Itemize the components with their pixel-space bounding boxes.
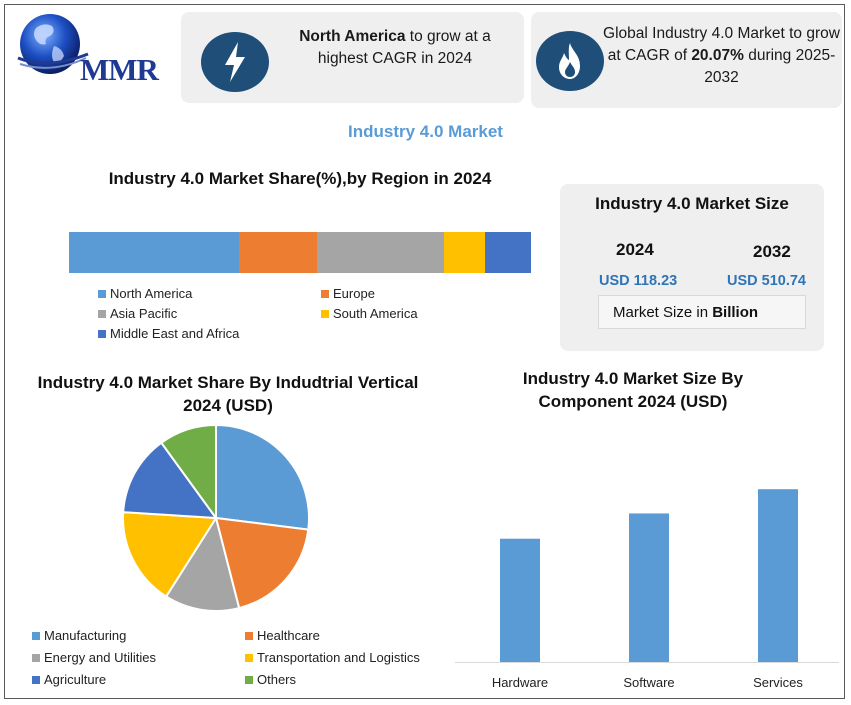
pie-slice-manufacturing <box>215 423 310 531</box>
legend-swatch <box>245 676 253 684</box>
stack-segment-middle-east-and-africa <box>484 232 531 273</box>
x-tick-label-hardware: Hardware <box>492 675 548 690</box>
pie-slice-energy-and-utilities <box>164 515 241 612</box>
unit-note-text: Market Size in Billion <box>613 304 758 321</box>
highlight-card-cagr: Global Industry 4.0 Market to grow at CA… <box>531 12 842 108</box>
legend-label: North America <box>110 286 193 301</box>
stack-segment-europe <box>239 232 318 273</box>
highlight-region-rest: to grow at a highest CAGR in 2024 <box>317 28 491 67</box>
badge-circle <box>536 31 604 91</box>
highlight-cagr-value: 20.07% <box>691 47 744 64</box>
pie-slice-agriculture <box>122 441 219 520</box>
lightning-bolt-icon <box>225 42 245 82</box>
highlight-cagr-lead: Global Industry 4.0 Market to grow at CA… <box>603 25 840 64</box>
badge-circle <box>201 32 269 92</box>
legend-swatch <box>32 676 40 684</box>
stack-segment-asia-pacific <box>317 232 444 273</box>
legend-swatch <box>321 290 329 298</box>
highlight-text-region: North America to grow at a highest CAGR … <box>283 26 507 70</box>
legend-label: Energy and Utilities <box>44 650 156 665</box>
unit-note: Market Size in Billion <box>598 295 806 329</box>
legend-label: Transportation and Logistics <box>257 650 420 665</box>
legend-label: Manufacturing <box>44 628 127 643</box>
highlight-cagr-tail: during 2025-2032 <box>704 47 836 86</box>
legend-label: Others <box>257 672 297 687</box>
legend-label: Europe <box>333 286 375 301</box>
pie-slice-healthcare <box>214 516 310 610</box>
vertical-chart-title: Industry 4.0 Market Share By Indudtrial … <box>37 373 419 415</box>
globe-icon <box>17 14 89 74</box>
flame-icon <box>559 43 580 79</box>
year-2032-label: 2032 <box>753 242 791 261</box>
legend-swatch <box>98 330 106 338</box>
legend-label: Healthcare <box>257 628 320 643</box>
legend-swatch <box>32 654 40 662</box>
legend-swatch <box>32 632 40 640</box>
legend-swatch <box>98 290 106 298</box>
legend-swatch <box>245 654 253 662</box>
legend-label: Middle East and Africa <box>110 326 240 341</box>
market-size-title: Industry 4.0 Market Size <box>595 194 789 213</box>
stack-segment-north-america <box>69 232 240 273</box>
x-tick-label-services: Services <box>753 675 803 690</box>
bar-services <box>758 489 798 662</box>
legend-swatch <box>245 632 253 640</box>
mmr-logo: MMR <box>14 10 164 88</box>
bar-hardware <box>500 538 540 662</box>
bar-software <box>629 513 669 662</box>
infographic-frame <box>4 4 845 699</box>
x-tick-label-software: Software <box>623 675 674 690</box>
highlight-text-cagr: Global Industry 4.0 Market to grow at CA… <box>601 23 842 89</box>
unit-bold: Billion <box>712 304 759 321</box>
value-2032: USD 510.74 <box>727 273 806 289</box>
legend-label: Agriculture <box>44 672 107 687</box>
component-bar-chart: Hardware Software Services <box>455 489 839 690</box>
region-stacked-bar <box>69 232 531 273</box>
value-2024: USD 118.23 <box>599 273 678 289</box>
legend-swatch <box>321 310 329 318</box>
page-title: Industry 4.0 Market <box>348 122 503 141</box>
vertical-pie-chart <box>122 423 310 612</box>
pie-slice-others <box>159 423 217 522</box>
logo-text: MMR <box>80 52 159 87</box>
region-chart-title: Industry 4.0 Market Share(%),by Region i… <box>108 169 492 188</box>
market-size-panel: Industry 4.0 Market Size 2024 2032 USD 1… <box>560 184 824 351</box>
stack-segment-south-america <box>443 232 485 273</box>
legend-label: Asia Pacific <box>110 306 178 321</box>
pie-slice-transportation-and-logistics <box>122 511 218 598</box>
highlight-region-bold: North America <box>299 28 406 45</box>
legend-label: South America <box>333 306 418 321</box>
legend-swatch <box>98 310 106 318</box>
component-chart-title: Industry 4.0 Market Size By Component 20… <box>522 369 744 411</box>
highlight-card-region: North America to grow at a highest CAGR … <box>181 12 524 103</box>
unit-label: Market Size in <box>613 304 713 321</box>
year-2024-label: 2024 <box>616 240 654 259</box>
